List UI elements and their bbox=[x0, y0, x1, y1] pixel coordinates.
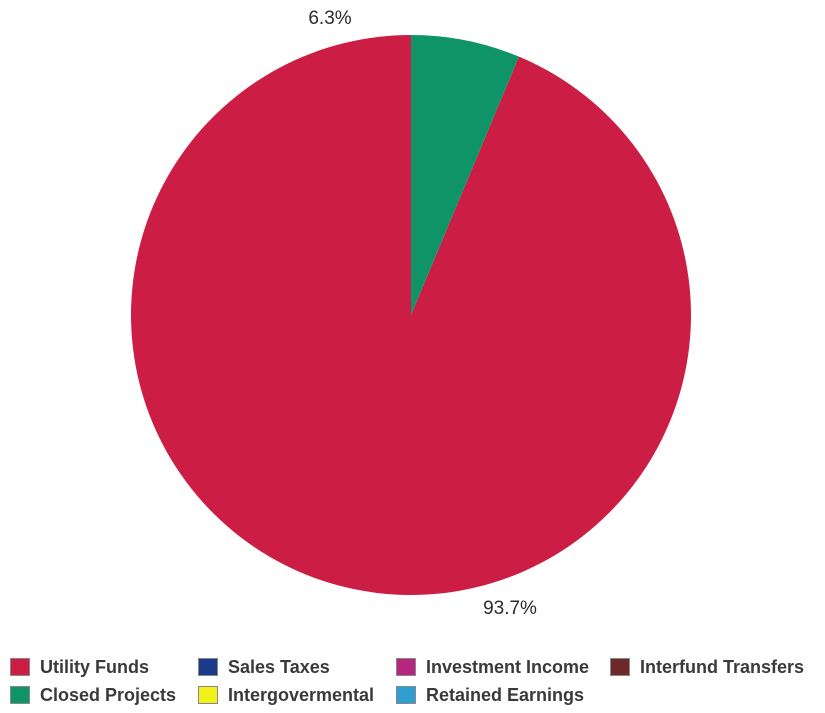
legend-label: Retained Earnings bbox=[426, 684, 585, 705]
legend-item-intergovermental: Intergovermental bbox=[198, 682, 374, 708]
legend-item-investment-income: Investment Income bbox=[396, 654, 589, 680]
legend-label: Intergovermental bbox=[228, 684, 375, 705]
slice-value-label: 6.3% bbox=[308, 8, 351, 29]
legend-swatch bbox=[10, 658, 30, 676]
legend-item-closed-projects: Closed Projects bbox=[10, 682, 176, 708]
legend-label: Interfund Transfers bbox=[640, 656, 805, 677]
legend-item-sales-taxes: Sales Taxes bbox=[198, 654, 330, 680]
legend-swatch bbox=[396, 658, 416, 676]
legend-label: Sales Taxes bbox=[228, 656, 330, 677]
slice-labels: 93.7% 6.3% bbox=[308, 8, 537, 619]
pie-slice-closed-projects bbox=[411, 35, 519, 315]
legend-swatch bbox=[10, 686, 30, 704]
legend-item-interfund-transfers: Interfund Transfers bbox=[610, 654, 804, 680]
legend-swatch bbox=[610, 658, 630, 676]
legend-label: Utility Funds bbox=[40, 656, 149, 677]
pie-slices bbox=[130, 35, 691, 595]
legend-item-utility-funds: Utility Funds bbox=[10, 654, 149, 680]
pie-chart: 93.7% 6.3% bbox=[130, 8, 691, 619]
legend-label: Closed Projects bbox=[40, 684, 177, 705]
legend-label: Investment Income bbox=[426, 656, 590, 677]
legend: Utility Funds Sales Taxes Investment Inc… bbox=[8, 652, 823, 710]
legend-item-retained-earnings: Retained Earnings bbox=[396, 682, 584, 708]
slice-value-label: 93.7% bbox=[483, 598, 537, 619]
legend-swatch bbox=[198, 658, 218, 676]
legend-swatch bbox=[198, 686, 218, 704]
legend-swatch bbox=[396, 686, 416, 704]
